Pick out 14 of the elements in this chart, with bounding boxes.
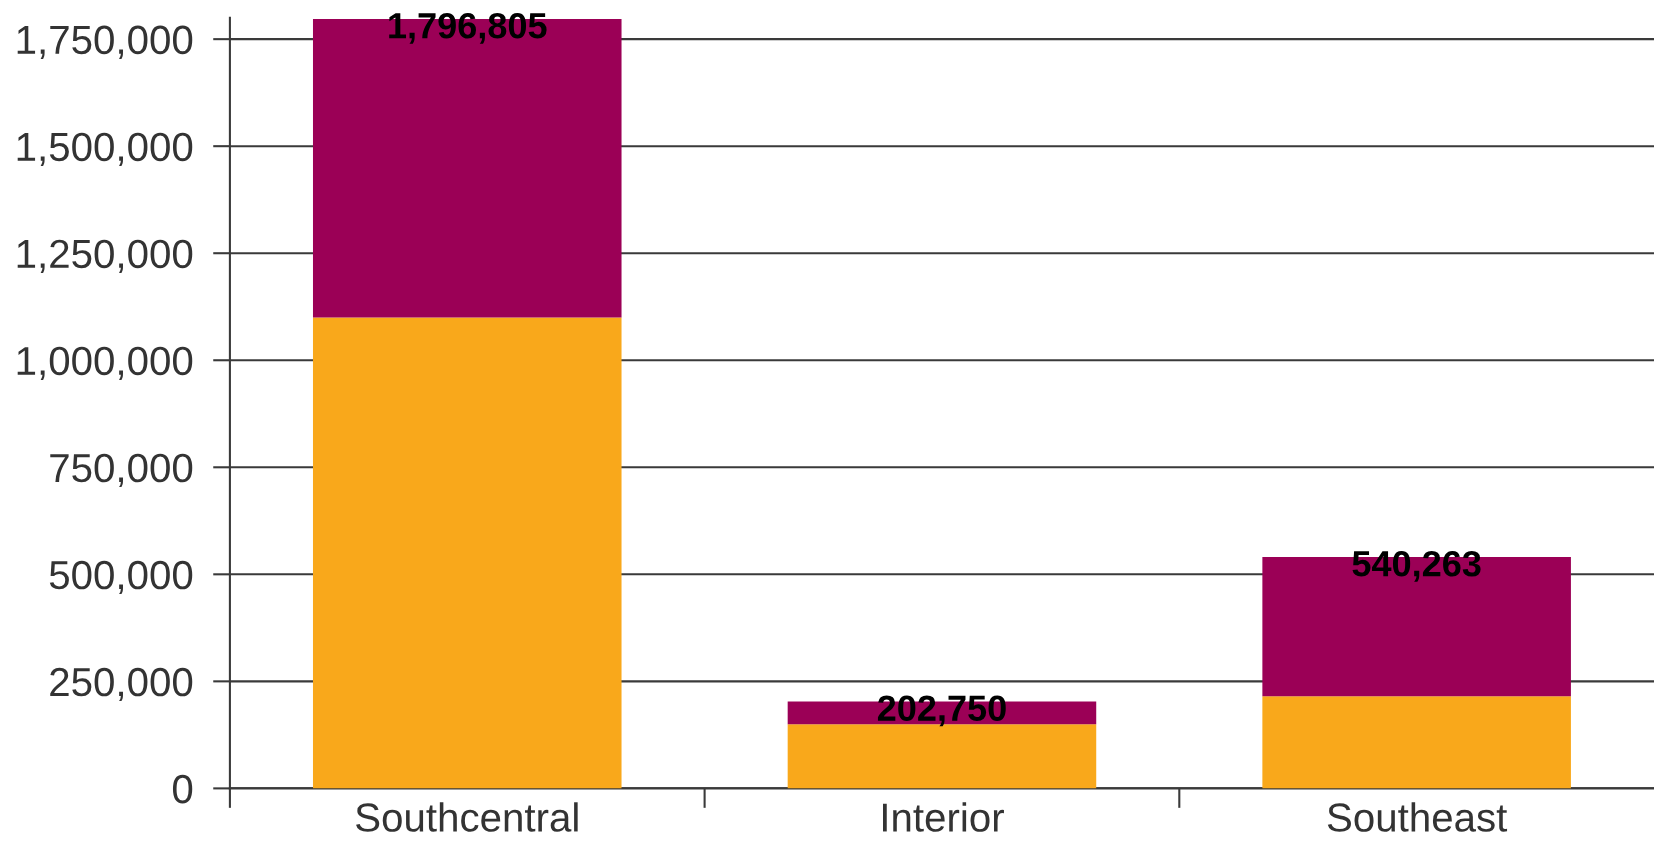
x-tick-label: Southcentral: [356, 802, 578, 832]
total-label: 1,796,805: [389, 12, 547, 44]
y-tick-label: 1,250,000: [17, 239, 193, 273]
y-tick-label: 1,750,000: [17, 25, 193, 59]
x-tick-label: Interior: [883, 802, 1004, 832]
y-tick-label: 250,000: [50, 667, 193, 702]
y-tick-label: 500,000: [49, 560, 193, 595]
total-label: 202,750: [877, 695, 1006, 727]
total-label: 540,263: [1352, 550, 1481, 582]
y-tick-label: 750,000: [50, 453, 193, 488]
y-tick-label: 0: [172, 774, 193, 804]
x-tick-label: Southeast: [1327, 802, 1508, 832]
y-tick-label: 1,500,000: [17, 132, 193, 166]
y-tick-label: 1,000,000: [17, 346, 193, 380]
